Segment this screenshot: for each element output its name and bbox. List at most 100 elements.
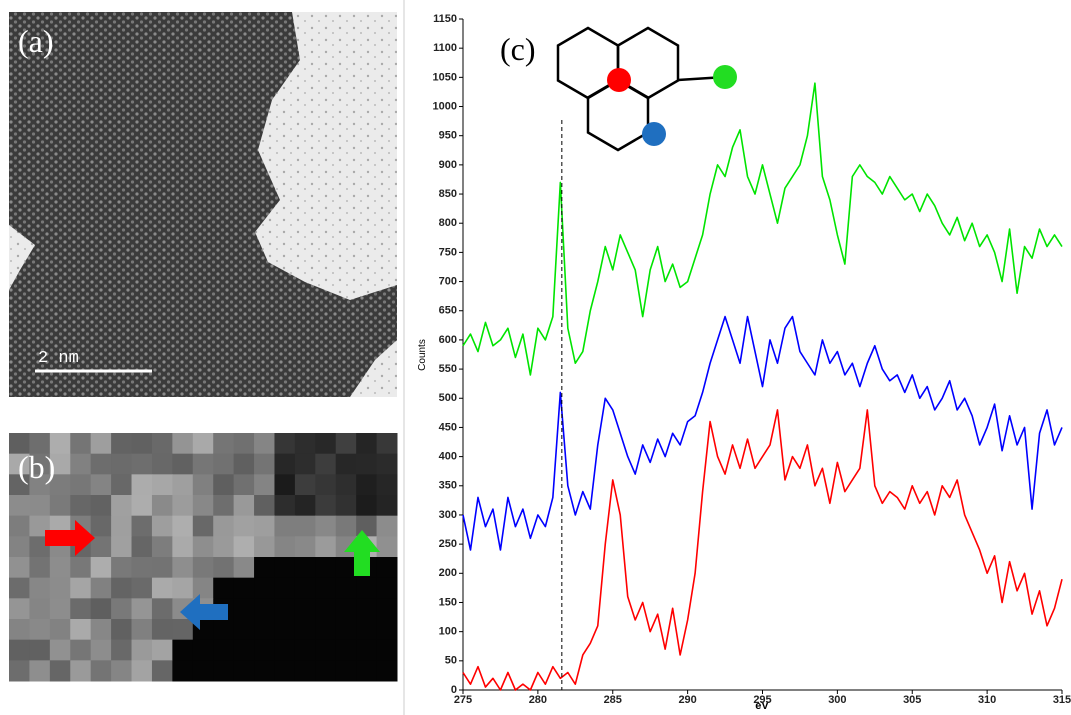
- pixel: [254, 557, 275, 579]
- pixel: [294, 536, 316, 558]
- pixel: [335, 660, 357, 682]
- pixel: [294, 515, 316, 537]
- pixel: [29, 598, 51, 620]
- pixel: [172, 495, 194, 517]
- pixel: [213, 639, 235, 661]
- pixel: [131, 660, 153, 682]
- arrow: [344, 530, 380, 576]
- pixel: [294, 619, 316, 641]
- pixel: [335, 433, 357, 455]
- y-tick-label: 450: [439, 421, 457, 433]
- y-tick-label: 100: [439, 626, 457, 638]
- pixel: [131, 577, 153, 599]
- pixel: [90, 619, 112, 641]
- pixel: [49, 660, 71, 682]
- pixel: [274, 433, 296, 455]
- pixel: [151, 619, 173, 641]
- pixel: [233, 474, 255, 496]
- pixel: [213, 515, 235, 537]
- pixel: [90, 474, 112, 496]
- pixel: [70, 557, 92, 579]
- pixel: [315, 536, 337, 558]
- vacuum-region: [9, 225, 35, 290]
- y-tick-label: 950: [439, 130, 457, 142]
- x-tick-label: 315: [1053, 694, 1071, 706]
- panel-label: (c): [500, 31, 536, 67]
- pixel: [9, 557, 30, 579]
- pixel: [90, 433, 112, 455]
- x-tick-label: 295: [753, 694, 771, 706]
- spectrum-line: [462, 82, 1063, 376]
- arrow: [180, 594, 228, 630]
- pixel: [131, 515, 153, 537]
- pixel: [213, 474, 235, 496]
- pixel: [254, 660, 275, 682]
- pixel: [70, 577, 92, 599]
- pixel: [376, 557, 398, 579]
- pixel: [233, 536, 255, 558]
- pixel: [151, 515, 173, 537]
- pixel: [29, 495, 51, 517]
- pixel: [335, 557, 357, 579]
- pixel: [9, 660, 30, 682]
- y-tick-label: 400: [439, 451, 457, 463]
- pixel: [274, 639, 296, 661]
- ring: [556, 26, 620, 100]
- y-tick-label: 700: [439, 275, 457, 287]
- pixel: [294, 495, 316, 517]
- pixel: [172, 474, 194, 496]
- pixel: [335, 639, 357, 661]
- pixel: [70, 598, 92, 620]
- pixel: [172, 433, 194, 455]
- y-tick-label: 500: [439, 392, 457, 404]
- pixel: [233, 577, 255, 599]
- pixel: [335, 474, 357, 496]
- pixel: [70, 639, 92, 661]
- panel-a: (a) 2 nm: [9, 12, 397, 397]
- pixel: [70, 660, 92, 682]
- y-tick-label: 350: [439, 480, 457, 492]
- x-tick-label: 300: [828, 694, 846, 706]
- panel-label: (b): [18, 449, 55, 485]
- pixel: [131, 619, 153, 641]
- pixel: [192, 536, 214, 558]
- pixel: [233, 660, 255, 682]
- molecule-inset: (c): [500, 26, 737, 152]
- pixel: [111, 536, 133, 558]
- pixel: [335, 495, 357, 517]
- atom: [642, 122, 666, 146]
- pixel: [213, 577, 235, 599]
- pixel: [49, 577, 71, 599]
- pixel: [90, 660, 112, 682]
- pixel: [111, 639, 133, 661]
- pixel: [9, 598, 30, 620]
- pixel: [192, 639, 214, 661]
- pixel: [29, 474, 51, 496]
- x-tick-label: 305: [903, 694, 921, 706]
- pixel: [233, 495, 255, 517]
- pixel: [274, 536, 296, 558]
- pixel: [111, 557, 133, 579]
- pixel: [29, 557, 51, 579]
- pixel: [376, 495, 398, 517]
- pixel: [131, 495, 153, 517]
- pixel: [70, 619, 92, 641]
- y-tick-label: 0: [451, 684, 457, 696]
- pixel: [70, 495, 92, 517]
- vacuum-region: [350, 340, 397, 397]
- y-tick-label: 50: [445, 655, 457, 667]
- y-tick-label: 550: [439, 363, 457, 375]
- pixel: [90, 515, 112, 537]
- pixel: [294, 577, 316, 599]
- pixel: [315, 639, 337, 661]
- pixel: [49, 453, 71, 475]
- pixel: [335, 515, 357, 537]
- pixel: [131, 453, 153, 475]
- y-tick-label: 300: [439, 509, 457, 521]
- pixel: [151, 453, 173, 475]
- pixel: [111, 598, 133, 620]
- pixel: [70, 433, 92, 455]
- y-tick-label: 1100: [433, 42, 457, 54]
- y-tick-label: 600: [439, 334, 457, 346]
- pixel: [233, 433, 255, 455]
